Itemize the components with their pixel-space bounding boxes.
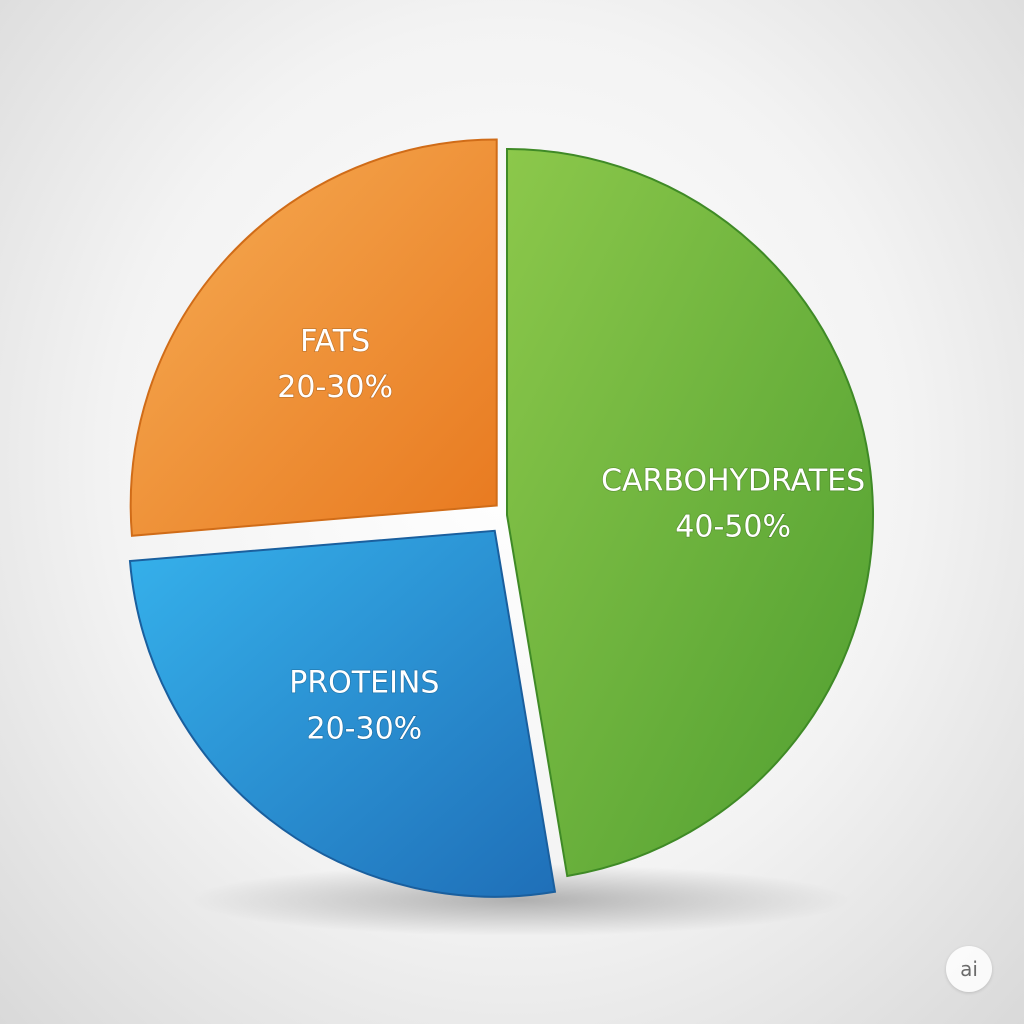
ai-watermark-badge: ai (946, 946, 992, 992)
slice-carbohydrates[interactable] (506, 147, 874, 878)
slice-proteins[interactable] (128, 529, 557, 898)
slice-fats[interactable] (129, 138, 498, 537)
pie-shadow (190, 864, 850, 936)
slice-carbohydrates-name: CARBOHYDRATES (601, 463, 865, 498)
slice-proteins-percent: 20-30% (306, 711, 422, 746)
slice-proteins-name: PROTEINS (289, 665, 439, 700)
slice-carbohydrates-percent: 40-50% (675, 509, 791, 544)
slice-fats-name: FATS (300, 324, 370, 359)
slice-fats-percent: 20-30% (277, 370, 393, 405)
